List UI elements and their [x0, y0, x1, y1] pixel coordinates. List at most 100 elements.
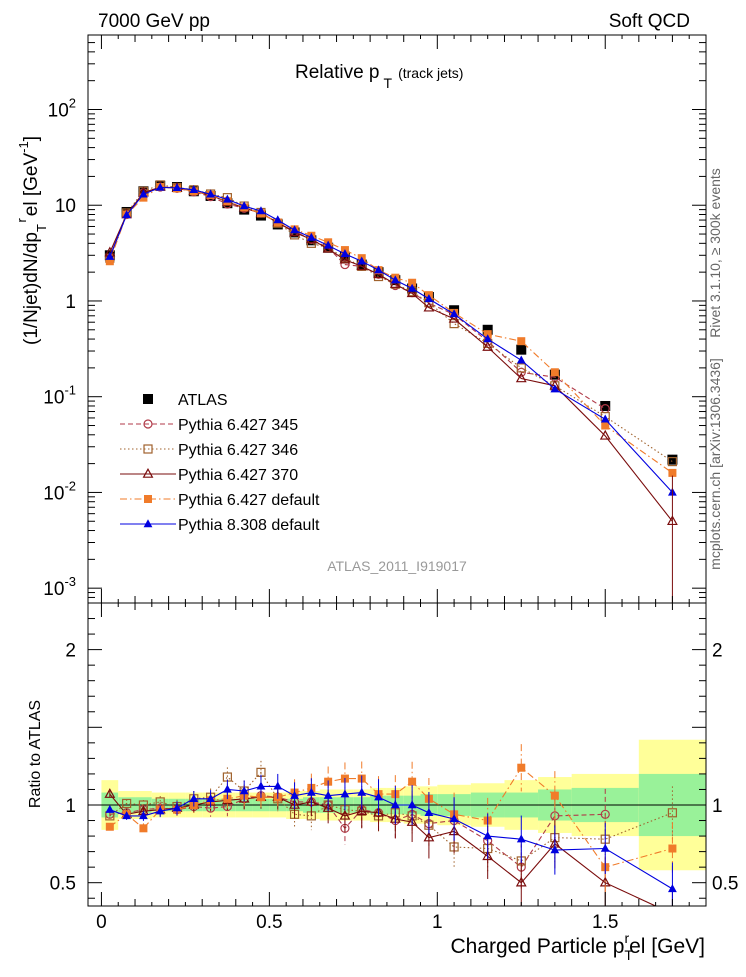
legend-item-pythia-6-427-370: Pythia 6.427 370 — [120, 467, 298, 484]
ratio-point — [105, 804, 115, 813]
tick-base: 1 — [65, 292, 76, 313]
ratio-point — [517, 763, 526, 772]
ratio-point — [515, 876, 527, 887]
legend-item-pythia-6-427-default: Pythia 6.427 default — [120, 492, 320, 509]
ratio-frame — [87, 602, 707, 907]
tick-exp: -2 — [64, 478, 76, 493]
ratio-point — [373, 806, 384, 817]
data-point — [424, 294, 434, 303]
legend-label: ATLAS — [178, 392, 228, 409]
data-point — [482, 341, 494, 351]
analysis-watermark: ATLAS_2011_I919017 — [327, 558, 467, 574]
ratio-point — [550, 845, 560, 854]
tick-base: 10 — [43, 579, 64, 600]
ratio-series — [104, 744, 678, 917]
tick-exp: -1 — [64, 383, 76, 398]
data-point — [516, 344, 527, 355]
ratio-y-tick-label: 1 — [65, 796, 76, 817]
data-point — [599, 429, 611, 440]
ratio-point — [516, 834, 526, 843]
data-point — [449, 309, 459, 318]
ratio-point — [668, 909, 677, 917]
plot-title: Relative p T (track jets) — [295, 62, 463, 91]
mcplots-label: mcplots.cern.ch [arXiv:1306.3436] — [707, 358, 723, 570]
header-left: 7000 GeV pp — [98, 11, 210, 32]
series-pythia-6-427-345 — [105, 182, 610, 414]
legend-label: Pythia 8.308 default — [178, 517, 320, 534]
ratio-y-tick-label: 2 — [65, 641, 76, 662]
main-ylabel: (1/Njet)dN/dpTr el [GeV-1] — [14, 136, 49, 345]
ratio-point — [407, 800, 417, 809]
data-point — [407, 283, 417, 292]
ratio-point — [408, 777, 417, 786]
tick-exp: -3 — [64, 574, 76, 589]
y-tick-label: 10 — [55, 196, 76, 217]
data-point — [516, 355, 526, 364]
ratio-point — [600, 843, 610, 852]
title-sub: T — [384, 75, 393, 91]
xlabel-sub: T — [624, 947, 633, 963]
ratio-point — [390, 800, 400, 809]
data-point — [339, 253, 351, 264]
data-point — [601, 421, 610, 430]
legend-marker — [143, 444, 153, 454]
ratio-point — [322, 802, 334, 812]
ratio-point — [357, 787, 367, 796]
ratio-point — [424, 807, 434, 816]
ylabel-sub: T — [34, 224, 49, 232]
xlabel-b: el [GeV] — [629, 935, 705, 958]
data-point — [668, 468, 677, 477]
ylabel-a: (1/Njet)dN/dp — [21, 232, 42, 345]
data-point — [482, 324, 493, 335]
ratio-point — [139, 824, 148, 833]
xlabel: Charged Particle pTrel [GeV] — [450, 930, 705, 963]
ylabel-b: el [GeV — [21, 152, 42, 216]
ratio-point — [290, 790, 299, 799]
data-point — [239, 201, 249, 210]
legend-item-pythia-6-427-346: Pythia 6.427 346 — [120, 442, 298, 459]
data-point — [306, 232, 316, 241]
ratio-point — [256, 781, 266, 790]
ratio-point — [139, 811, 148, 820]
legend-marker — [143, 419, 153, 429]
x-tick-label: 0 — [96, 912, 107, 933]
ratio-point — [423, 831, 435, 842]
data-point — [340, 259, 350, 270]
x-tick-label: 0.5 — [256, 912, 282, 933]
legend-label: Pythia 6.427 345 — [178, 417, 298, 434]
data-point — [374, 265, 383, 274]
ratio-point — [406, 816, 418, 826]
ratio-point — [323, 790, 333, 799]
data-point — [172, 183, 182, 192]
data-point — [290, 225, 299, 234]
ratio-point — [668, 844, 677, 853]
ratio-point — [155, 806, 165, 815]
legend-marker — [143, 394, 153, 404]
ratio-point — [172, 803, 182, 812]
y-tick-label: 102 — [48, 95, 76, 121]
data-point — [448, 312, 460, 323]
ratio-point — [222, 784, 232, 793]
ylabel-c: ] — [21, 136, 42, 141]
y-tick-label: 1 — [65, 292, 76, 313]
ratio-point — [668, 884, 677, 893]
rivet-label: Rivet 3.1.10, ≥ 300k events — [707, 168, 723, 338]
legend-label: Pythia 6.427 370 — [178, 467, 298, 484]
y-tick-label: 10-1 — [43, 383, 76, 409]
legend-marker — [144, 495, 152, 503]
legend-item-atlas: ATLAS — [143, 392, 228, 409]
series-line-pythia-6-427-default — [109, 186, 673, 474]
ratio-point — [306, 787, 316, 796]
data-point — [516, 363, 526, 373]
ratio-point — [122, 798, 132, 809]
data-point — [206, 189, 215, 198]
title-main: Relative p — [295, 62, 380, 83]
ratio-point — [104, 788, 116, 798]
ratio-series-pythia-8-308-default — [105, 773, 677, 906]
ratio-point — [105, 822, 114, 831]
tick-base: 10 — [43, 483, 64, 504]
ratio-point — [122, 811, 132, 820]
ratio-line-pythia-8-308-default — [109, 785, 673, 890]
